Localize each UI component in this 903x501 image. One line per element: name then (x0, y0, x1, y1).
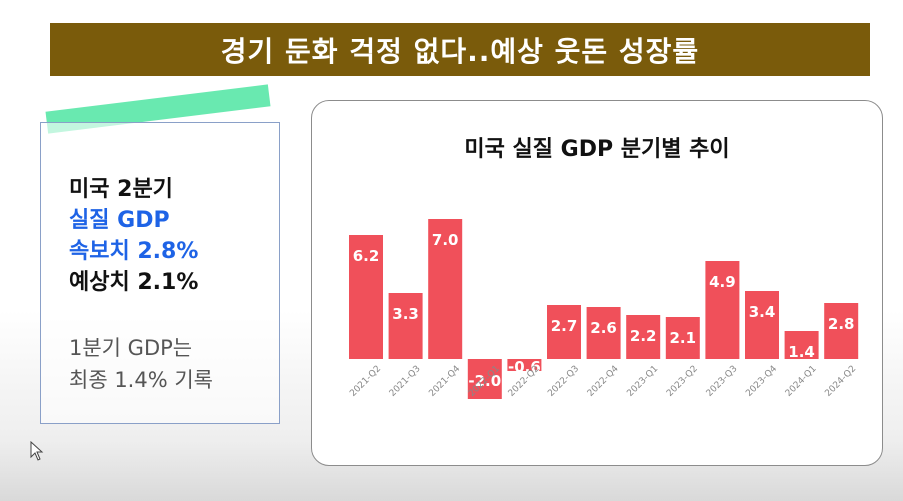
bar-2021-Q2 (349, 235, 383, 359)
data-label-2022-Q3: 2.7 (551, 317, 578, 335)
x-tick-2021-Q2: 2021-Q2 (348, 364, 383, 399)
data-label-2021-Q3: 3.3 (392, 305, 419, 323)
bar-2023-Q3 (705, 261, 740, 359)
x-tick-2022-Q4: 2022-Q4 (586, 364, 621, 399)
info-note-q1: 1분기 GDP는 (69, 336, 193, 360)
bar-2022-Q2 (507, 359, 542, 371)
gdp-bar-chart: 6.2 2021-Q2 3.3 2021-Q3 7.0 2021-Q4 -2.0 2022-Q… (348, 219, 859, 399)
bar-2024-Q1 (784, 331, 819, 359)
info-line-metric: 실질 GDP (69, 208, 170, 233)
chart-panel: 미국 실질 GDP 분기별 추이 6.2 2021-Q2 3.3 2021-Q3 7.0… (311, 100, 883, 466)
info-box: 미국 2분기 실질 GDP 속보치 2.8% 예상치 2.1% 1분기 GDP는… (40, 122, 280, 424)
mouse-cursor-icon (30, 441, 44, 461)
bar-2021-Q4 (428, 219, 463, 359)
headline-banner: 경기 둔화 걱정 없다..예상 웃돈 성장률 (50, 23, 870, 76)
x-tick-2022-Q3: 2022-Q3 (546, 364, 581, 399)
data-label-2022-Q1: -2.0 (468, 372, 501, 390)
chart-title: 미국 실질 GDP 분기별 추이 (464, 137, 730, 162)
data-label-2021-Q4: 7.0 (432, 231, 459, 249)
data-label-2022-Q2: -0.6 (508, 358, 541, 376)
data-label-2024-Q1: 1.4 (788, 343, 815, 361)
data-label-2023-Q1: 2.2 (630, 327, 657, 345)
data-label-2022-Q4: 2.6 (590, 319, 617, 337)
x-tick-2024-Q1: 2024-Q1 (784, 364, 819, 399)
bar-2022-Q3 (547, 305, 581, 359)
data-label-2023-Q2: 2.1 (670, 329, 697, 347)
bar-2023-Q4 (745, 291, 779, 359)
data-label-2023-Q3: 4.9 (709, 273, 736, 291)
bar-2024-Q2 (824, 303, 859, 359)
x-tick-2023-Q3: 2023-Q3 (705, 364, 740, 399)
info-note-final: 최종 1.4% 기록 (69, 368, 213, 392)
data-label-2023-Q4: 3.4 (749, 303, 776, 321)
data-label-2021-Q2: 6.2 (353, 247, 380, 265)
x-tick-2024-Q2: 2024-Q2 (823, 364, 858, 399)
bar-2023-Q1 (626, 315, 661, 359)
x-tick-2021-Q3: 2021-Q3 (388, 364, 423, 399)
info-line-advance: 속보치 2.8% (69, 239, 199, 264)
headline-title: 경기 둔화 걱정 없다..예상 웃돈 성장률 (220, 34, 700, 68)
data-label-2024-Q2: 2.8 (828, 315, 855, 333)
x-tick-2023-Q1: 2023-Q1 (625, 364, 660, 399)
bar-2022-Q1 (467, 359, 502, 399)
bar-2023-Q2 (665, 317, 700, 359)
x-tick-2021-Q4: 2021-Q4 (427, 364, 462, 399)
x-tick-2023-Q4: 2023-Q4 (744, 364, 779, 399)
bar-2021-Q3 (388, 293, 423, 359)
info-line-forecast: 예상치 2.1% (69, 270, 199, 295)
x-tick-2023-Q2: 2023-Q2 (665, 364, 700, 399)
bar-2022-Q4 (586, 307, 621, 359)
info-line-country: 미국 2분기 (69, 177, 173, 202)
